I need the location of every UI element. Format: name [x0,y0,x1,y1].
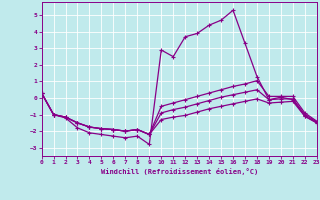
X-axis label: Windchill (Refroidissement éolien,°C): Windchill (Refroidissement éolien,°C) [100,168,258,175]
